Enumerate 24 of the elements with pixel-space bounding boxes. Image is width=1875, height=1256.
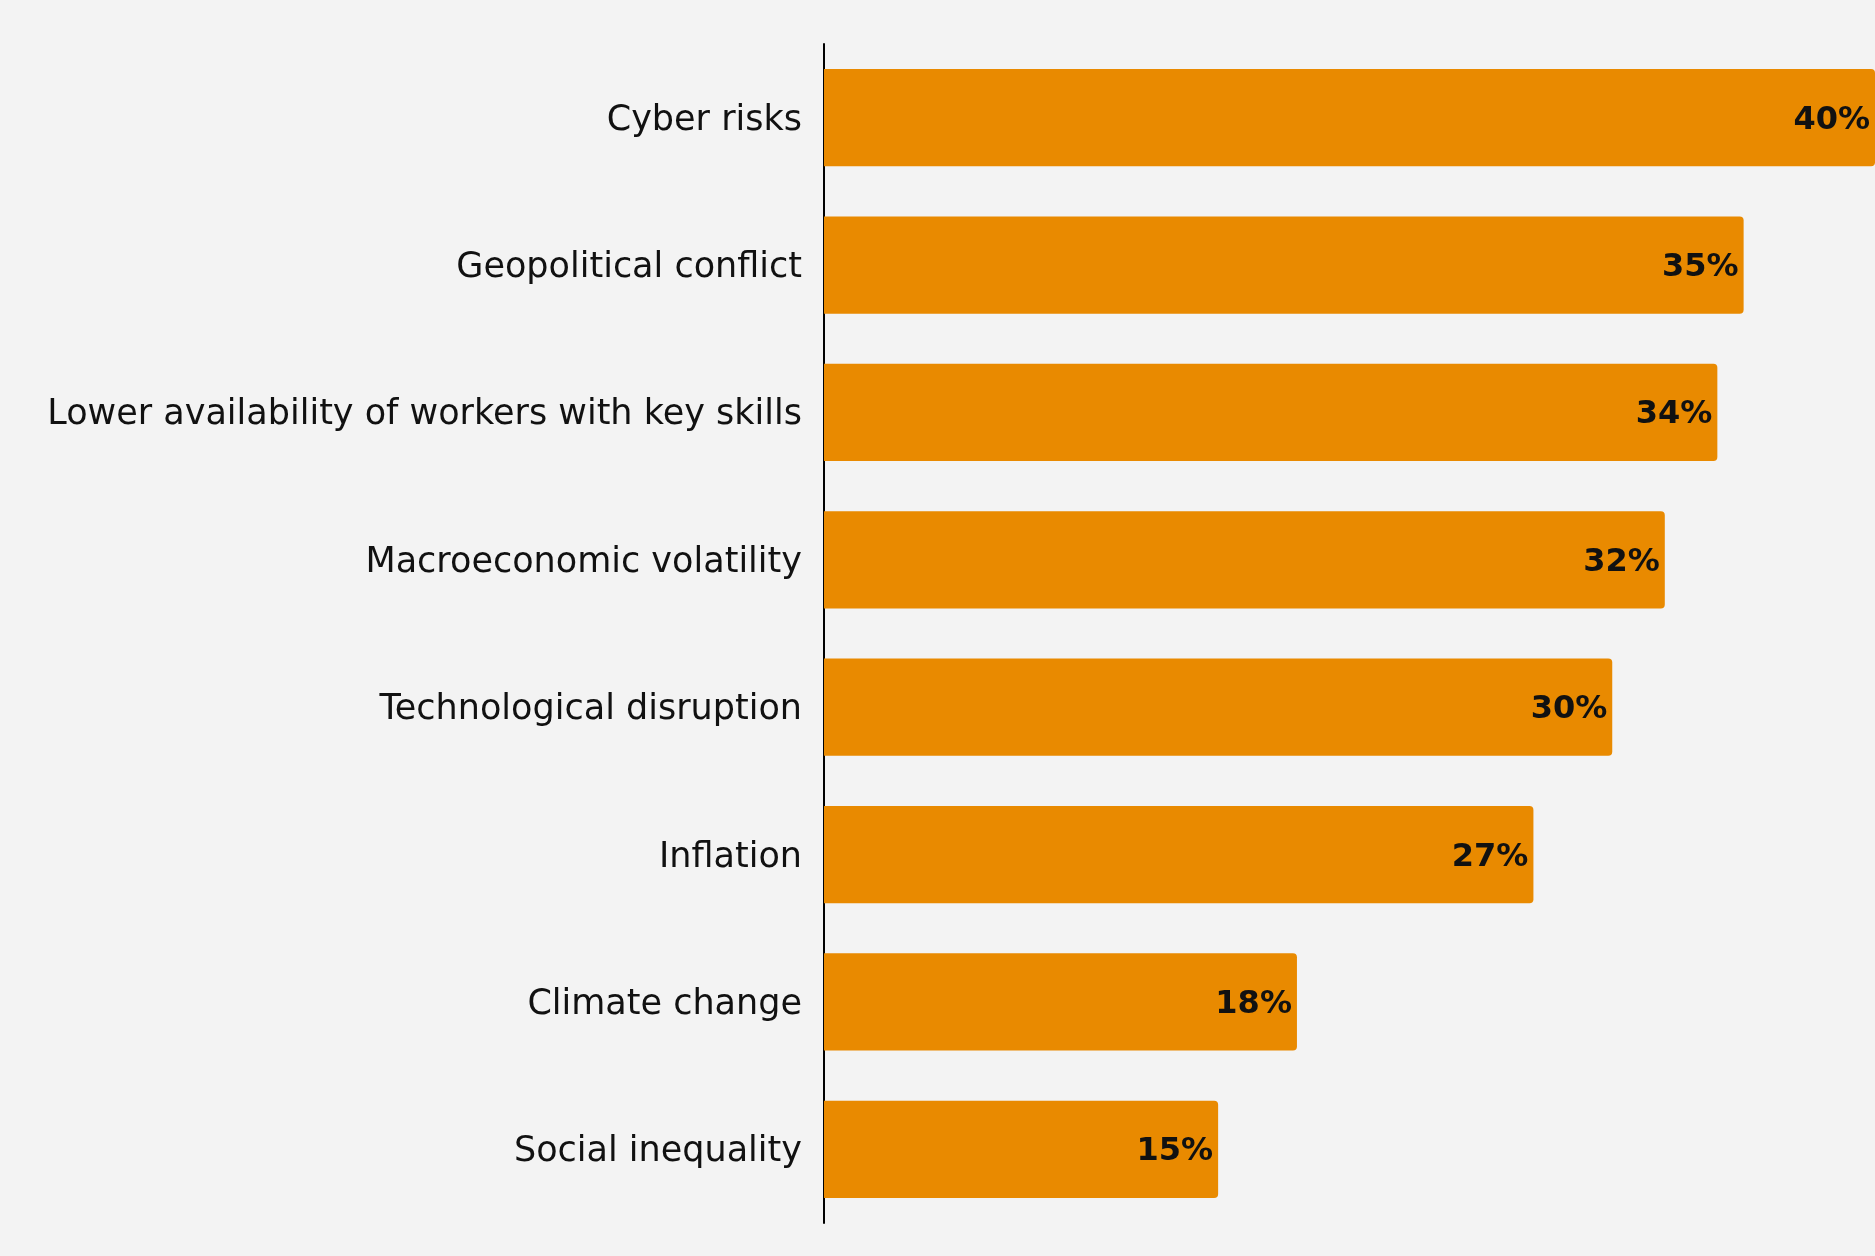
data-label: 18% bbox=[1215, 982, 1292, 1021]
data-label: 27% bbox=[1451, 835, 1529, 874]
y-tick-label: Inflation bbox=[658, 834, 802, 875]
data-label: 15% bbox=[1136, 1130, 1214, 1169]
data-label: 34% bbox=[1635, 393, 1713, 432]
y-tick-label: Social inequality bbox=[513, 1129, 802, 1170]
y-tick-label: Lower availability of workers with key skills bbox=[47, 392, 802, 433]
bar bbox=[824, 805, 1534, 904]
bar bbox=[824, 1100, 1219, 1198]
y-tick-label: Climate change bbox=[527, 981, 802, 1022]
y-tick-label: Macroeconomic volatility bbox=[365, 539, 802, 580]
y-tick-label: Geopolitical conflict bbox=[456, 245, 802, 286]
bar bbox=[824, 511, 1665, 609]
y-tick-label: Cyber risks bbox=[606, 97, 802, 138]
bar bbox=[824, 216, 1744, 314]
data-label: 40% bbox=[1793, 98, 1870, 137]
data-label: 30% bbox=[1530, 688, 1608, 727]
bar bbox=[824, 363, 1718, 462]
bar bbox=[824, 658, 1613, 756]
bar bbox=[824, 953, 1297, 1051]
data-label: 32% bbox=[1583, 540, 1660, 579]
data-label: 35% bbox=[1662, 246, 1739, 285]
bar bbox=[824, 69, 1875, 167]
y-tick-label: Technological disruption bbox=[378, 687, 802, 728]
